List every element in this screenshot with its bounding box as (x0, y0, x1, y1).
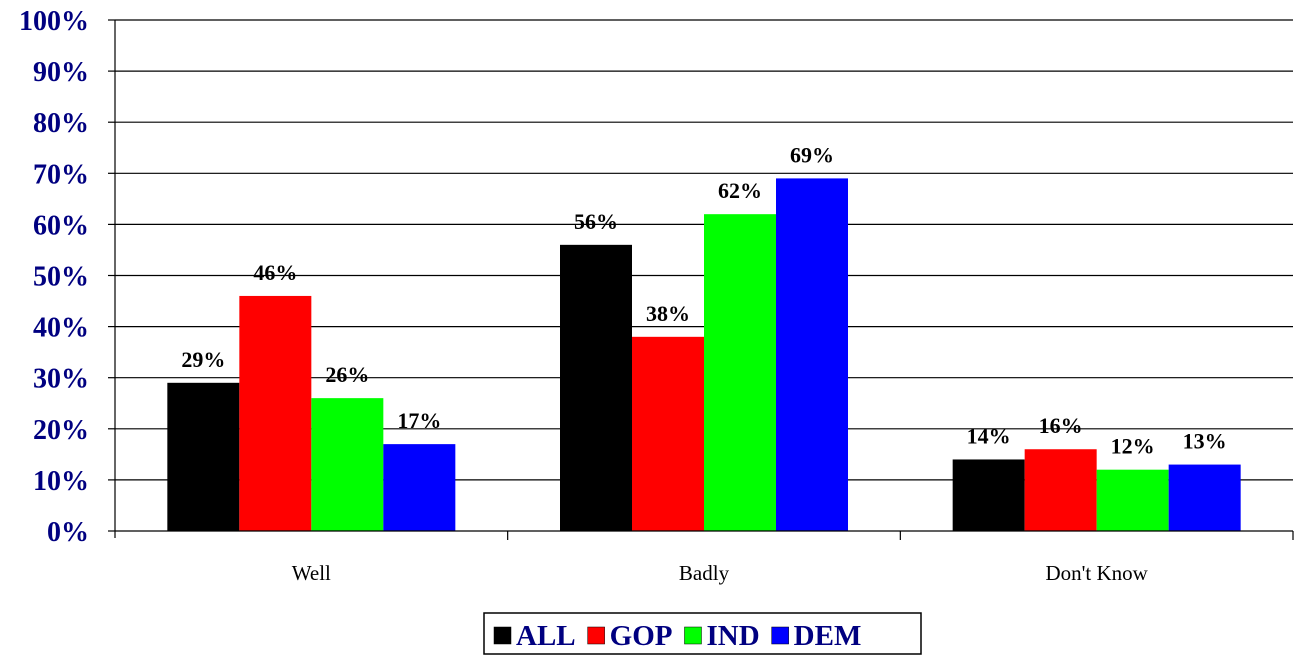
data-label: 26% (325, 362, 369, 387)
y-tick-label: 0% (47, 517, 89, 548)
data-label: 29% (181, 347, 225, 372)
legend-swatch-dem (771, 626, 789, 645)
data-label: 17% (397, 408, 441, 433)
legend-label-dem: DEM (794, 620, 862, 652)
data-label: 13% (1183, 429, 1227, 454)
bar-all-0 (167, 382, 240, 531)
y-tick-label: 20% (33, 415, 89, 446)
y-tick-label: 70% (33, 159, 89, 190)
y-tick-label: 100% (19, 6, 89, 37)
x-tick-label: Well (292, 561, 331, 585)
y-axis: 0% 10% 20% 30% 40% 50% 60% 70% 80% 90% 100% (19, 6, 116, 548)
y-tick-label: 10% (33, 466, 89, 497)
bar-gop-0 (239, 295, 312, 531)
bar-all-1 (560, 244, 632, 531)
bar-dem-0 (383, 444, 456, 531)
x-axis: Well Badly Don't Know (115, 530, 1294, 585)
legend-label-all: ALL (516, 620, 576, 652)
legend-swatch-ind (684, 626, 702, 645)
y-tick-label: 40% (33, 313, 89, 344)
y-tick-label: 30% (33, 364, 89, 395)
bar-dem-2 (1168, 464, 1241, 531)
y-tick-label: 90% (33, 57, 89, 88)
legend-swatch-gop (587, 626, 605, 645)
x-tick-label: Don't Know (1045, 561, 1148, 585)
y-tick-label: 50% (33, 262, 89, 293)
bars (167, 178, 1241, 531)
x-tick-label: Badly (679, 561, 730, 585)
bar-dem-1 (776, 178, 848, 531)
y-tick-label: 60% (33, 210, 89, 241)
bar-gop-1 (632, 336, 704, 531)
data-label: 62% (718, 178, 762, 203)
bar-ind-1 (704, 214, 776, 531)
legend-box (483, 612, 922, 655)
legend-label-ind: IND (706, 620, 759, 652)
legend-label-gop: GOP (610, 620, 673, 652)
data-label: 38% (646, 301, 690, 326)
data-label: 69% (790, 142, 834, 167)
data-label: 56% (574, 209, 618, 234)
data-label: 16% (1039, 413, 1083, 438)
data-label: 14% (967, 423, 1011, 448)
data-label: 46% (253, 260, 297, 285)
data-label: 12% (1111, 434, 1155, 459)
bar-ind-2 (1096, 469, 1169, 531)
y-tick-label: 80% (33, 108, 89, 139)
legend: ALL GOP IND DEM (483, 612, 922, 655)
data-labels: 29% 46% 26% 17% 56% 38% 62% 69% 14% 16% 12% 13% (181, 142, 1226, 458)
bar-all-2 (952, 459, 1025, 531)
bar-gop-2 (1024, 449, 1097, 531)
bar-ind-0 (311, 398, 384, 531)
legend-swatch-all (493, 626, 512, 645)
